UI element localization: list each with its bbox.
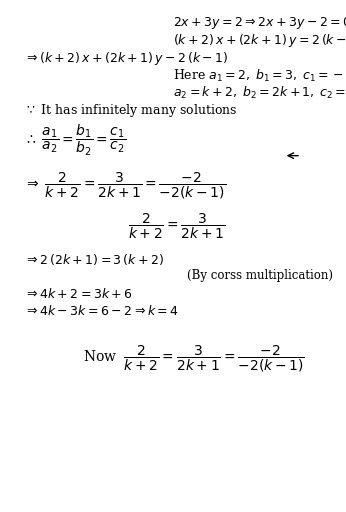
Text: Now $\;\dfrac{2}{k+2} = \dfrac{3}{2k+1} = \dfrac{-2}{-2(k-1)}$: Now $\;\dfrac{2}{k+2} = \dfrac{3}{2k+1} … [83,343,305,374]
Text: $a_2 = k+2,\;b_2 = 2k+1,\;c_2 = -2\,(k-1)$: $a_2 = k+2,\;b_2 = 2k+1,\;c_2 = -2\,(k-1… [173,85,346,101]
Text: $(k + 2)\,x + (2k + 1)\,y = 2\,(k - 1)$: $(k + 2)\,x + (2k + 1)\,y = 2\,(k - 1)$ [173,32,346,50]
Text: $\because$ It has infinitely many solutions: $\because$ It has infinitely many soluti… [24,102,238,119]
Text: $\Rightarrow\;\dfrac{2}{k+2} = \dfrac{3}{2k+1} = \dfrac{-2}{-2(k-1)}$: $\Rightarrow\;\dfrac{2}{k+2} = \dfrac{3}… [24,170,226,201]
Text: $\Rightarrow (k + 2)\,x + (2k + 1)\,y - 2\,(k - 1)$: $\Rightarrow (k + 2)\,x + (2k + 1)\,y - … [24,50,229,67]
Text: $\Rightarrow 4k + 2 = 3k + 6$: $\Rightarrow 4k + 2 = 3k + 6$ [24,287,133,301]
Text: $\therefore\;\dfrac{a_1}{a_2} = \dfrac{b_1}{b_2} = \dfrac{c_1}{c_2}$: $\therefore\;\dfrac{a_1}{a_2} = \dfrac{b… [24,123,126,158]
Text: Here $a_1 = 2,\;b_1 = 3,\;c_1 = -2$: Here $a_1 = 2,\;b_1 = 3,\;c_1 = -2$ [173,68,346,84]
Text: $2x + 3y = 2 \Rightarrow 2x + 3y - 2 = 0$: $2x + 3y = 2 \Rightarrow 2x + 3y - 2 = 0… [173,15,346,31]
Text: $\Rightarrow 2\,(2k+1) = 3\,(k+2)$: $\Rightarrow 2\,(2k+1) = 3\,(k+2)$ [24,251,164,267]
Text: (By corss multiplication): (By corss multiplication) [187,269,333,282]
Text: $\dfrac{2}{k+2} = \dfrac{3}{2k+1}$: $\dfrac{2}{k+2} = \dfrac{3}{2k+1}$ [128,211,225,241]
Text: $\Rightarrow 4k - 3k = 6 - 2 \Rightarrow k = 4$: $\Rightarrow 4k - 3k = 6 - 2 \Rightarrow… [24,304,179,318]
